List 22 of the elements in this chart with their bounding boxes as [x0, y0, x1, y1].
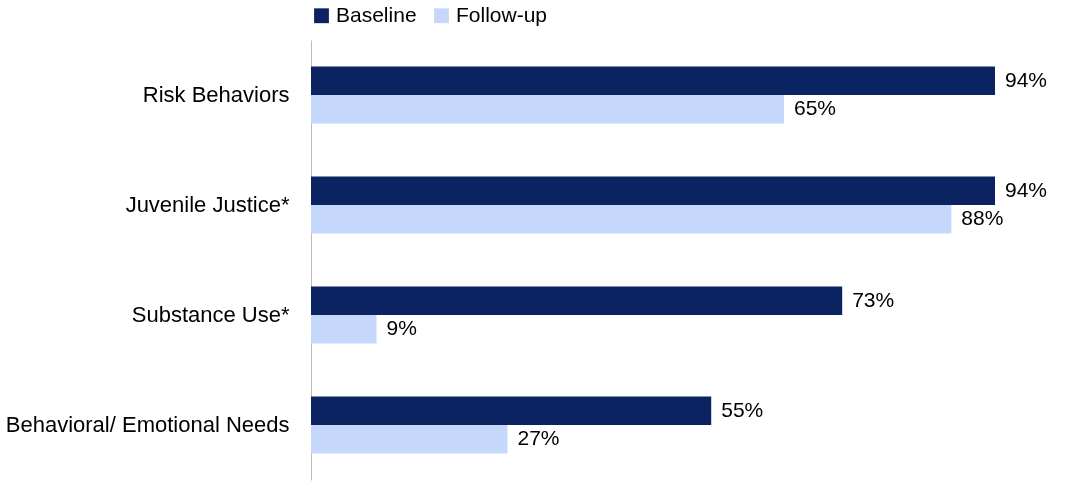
bar	[311, 176, 995, 205]
bar	[311, 95, 784, 124]
data-label: 9%	[386, 316, 417, 340]
data-label: 73%	[852, 287, 895, 311]
bar	[311, 425, 508, 454]
bar	[311, 396, 712, 425]
y-tick-label: Juvenile Justice*	[125, 192, 290, 217]
legend-label: Baseline	[336, 2, 417, 26]
data-label: 94%	[1005, 177, 1048, 201]
data-label: 55%	[721, 397, 764, 421]
y-tick-label: Substance Use*	[131, 302, 290, 327]
y-tick-label: Risk Behaviors	[142, 82, 290, 107]
data-label: 94%	[1005, 67, 1048, 91]
bar	[311, 286, 843, 315]
bar	[311, 205, 952, 234]
data-label: 65%	[793, 96, 837, 120]
data-label: 27%	[517, 426, 560, 450]
y-tick-label: Behavioral/ Emotional Needs	[5, 412, 290, 437]
bar	[311, 315, 377, 344]
data-label: 88%	[961, 206, 1004, 230]
bar	[311, 66, 995, 95]
legend-label: Follow-up	[456, 2, 548, 26]
